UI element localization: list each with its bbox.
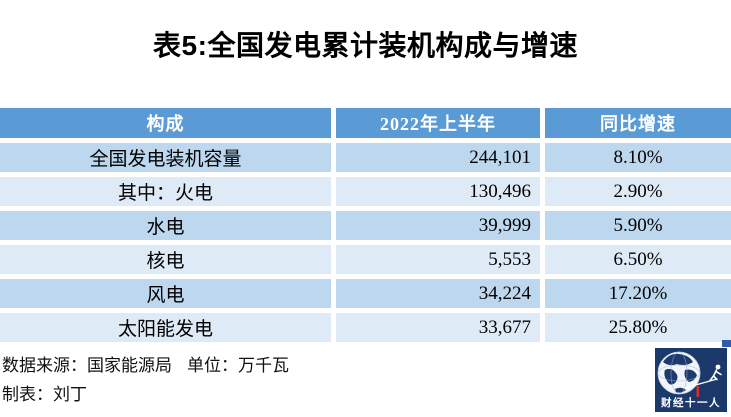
- table-row: 核电 5,553 6.50%: [0, 245, 731, 274]
- row-growth: 25.80%: [545, 313, 731, 342]
- row-growth: 8.10%: [545, 143, 731, 172]
- row-value: 33,677: [336, 313, 540, 342]
- row-growth: 17.20%: [545, 279, 731, 308]
- data-source-line: 数据来源：国家能源局 单位：万千瓦: [2, 351, 289, 380]
- table-row: 水电 39,999 5.90%: [0, 211, 731, 240]
- row-name: 风电: [0, 279, 331, 308]
- table-row: 风电 34,224 17.20%: [0, 279, 731, 308]
- unit-label: 单位：万千瓦: [187, 356, 289, 375]
- table-row: 其中：火电 130,496 2.90%: [0, 177, 731, 206]
- table-header-row: 构成 2022年上半年 同比增速: [0, 108, 731, 138]
- capacity-table: 构成 2022年上半年 同比增速 全国发电装机容量 244,101 8.10% …: [0, 108, 731, 342]
- logo-wordmark: 财经十一人: [661, 397, 721, 409]
- row-growth: 5.90%: [545, 211, 731, 240]
- table-row: 全国发电装机容量 244,101 8.10%: [0, 143, 731, 172]
- data-source-label: 数据来源：国家能源局: [2, 356, 172, 375]
- caijing-eleven-logo: 财经十一人: [655, 348, 727, 412]
- column-header-composition: 构成: [0, 108, 331, 138]
- row-growth: 2.90%: [545, 177, 731, 206]
- table-row: 太阳能发电 33,677 25.80%: [0, 313, 731, 342]
- globe-skater-icon: [657, 351, 722, 397]
- row-value: 130,496: [336, 177, 540, 206]
- row-name: 太阳能发电: [0, 313, 331, 342]
- table-corner-marker: [722, 340, 731, 347]
- row-value: 5,553: [336, 245, 540, 274]
- row-name: 其中：火电: [0, 177, 331, 206]
- page-title: 表5:全国发电累计装机构成与增速: [153, 30, 578, 61]
- row-name: 全国发电装机容量: [0, 143, 331, 172]
- column-header-period: 2022年上半年: [336, 108, 540, 138]
- row-name: 水电: [0, 211, 331, 240]
- column-header-growth: 同比增速: [545, 108, 731, 138]
- footer-notes: 数据来源：国家能源局 单位：万千瓦 制表：刘丁: [2, 351, 289, 409]
- row-value: 34,224: [336, 279, 540, 308]
- row-name: 核电: [0, 245, 331, 274]
- author-line: 制表：刘丁: [2, 385, 87, 404]
- row-growth: 6.50%: [545, 245, 731, 274]
- row-value: 244,101: [336, 143, 540, 172]
- row-value: 39,999: [336, 211, 540, 240]
